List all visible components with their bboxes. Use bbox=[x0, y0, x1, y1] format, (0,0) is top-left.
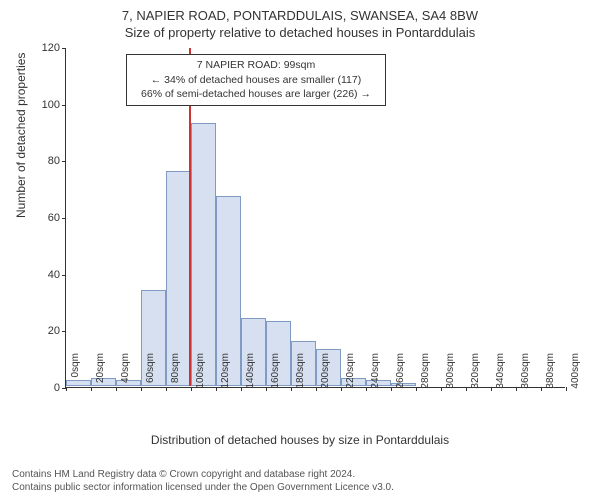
x-tick-label: 400sqm bbox=[570, 353, 581, 393]
x-tick-label: 220sqm bbox=[345, 353, 356, 393]
y-tick-label: 20 bbox=[30, 325, 60, 337]
x-tick-label: 100sqm bbox=[195, 353, 206, 393]
x-tick-mark bbox=[416, 387, 417, 391]
y-tick-label: 100 bbox=[30, 99, 60, 111]
x-tick-mark bbox=[316, 387, 317, 391]
y-tick-mark bbox=[62, 161, 66, 162]
y-axis-title: Number of detached properties bbox=[14, 53, 28, 218]
chart-area: 0204060801001200sqm20sqm40sqm60sqm80sqm1… bbox=[65, 48, 565, 388]
annotation-line2: ← 34% of detached houses are smaller (11… bbox=[133, 73, 379, 88]
y-tick-mark bbox=[62, 105, 66, 106]
x-tick-label: 0sqm bbox=[70, 353, 81, 393]
y-tick-mark bbox=[62, 218, 66, 219]
y-tick-label: 120 bbox=[30, 42, 60, 54]
x-tick-mark bbox=[241, 387, 242, 391]
x-tick-mark bbox=[141, 387, 142, 391]
annotation-line1: 7 NAPIER ROAD: 99sqm bbox=[133, 58, 379, 73]
x-tick-mark bbox=[491, 387, 492, 391]
x-axis-title: Distribution of detached houses by size … bbox=[0, 433, 600, 447]
y-tick-label: 60 bbox=[30, 212, 60, 224]
x-tick-label: 300sqm bbox=[445, 353, 456, 393]
annotation-box: 7 NAPIER ROAD: 99sqm← 34% of detached ho… bbox=[126, 54, 386, 106]
x-tick-label: 240sqm bbox=[370, 353, 381, 393]
x-tick-mark bbox=[391, 387, 392, 391]
x-tick-label: 120sqm bbox=[220, 353, 231, 393]
x-tick-mark bbox=[166, 387, 167, 391]
x-tick-label: 380sqm bbox=[545, 353, 556, 393]
chart-container: 7, NAPIER ROAD, PONTARDDULAIS, SWANSEA, … bbox=[0, 0, 600, 500]
footer-attribution: Contains HM Land Registry data © Crown c… bbox=[12, 468, 394, 494]
histogram-bar bbox=[191, 123, 216, 387]
y-tick-mark bbox=[62, 331, 66, 332]
x-tick-mark bbox=[66, 387, 67, 391]
plot-region: 0204060801001200sqm20sqm40sqm60sqm80sqm1… bbox=[65, 48, 565, 388]
y-tick-label: 0 bbox=[30, 382, 60, 394]
x-tick-label: 80sqm bbox=[170, 353, 181, 393]
y-tick-label: 40 bbox=[30, 269, 60, 281]
footer-line2: Contains public sector information licen… bbox=[12, 481, 394, 494]
title-address: 7, NAPIER ROAD, PONTARDDULAIS, SWANSEA, … bbox=[0, 0, 600, 23]
x-tick-label: 200sqm bbox=[320, 353, 331, 393]
x-tick-mark bbox=[116, 387, 117, 391]
y-tick-label: 80 bbox=[30, 155, 60, 167]
x-tick-mark bbox=[566, 387, 567, 391]
x-tick-label: 140sqm bbox=[245, 353, 256, 393]
footer-line1: Contains HM Land Registry data © Crown c… bbox=[12, 468, 394, 481]
x-tick-label: 260sqm bbox=[395, 353, 406, 393]
x-tick-label: 20sqm bbox=[95, 353, 106, 393]
title-subtitle: Size of property relative to detached ho… bbox=[0, 23, 600, 40]
y-tick-mark bbox=[62, 48, 66, 49]
x-tick-label: 340sqm bbox=[495, 353, 506, 393]
x-tick-label: 180sqm bbox=[295, 353, 306, 393]
x-tick-label: 40sqm bbox=[120, 353, 131, 393]
x-tick-mark bbox=[191, 387, 192, 391]
x-tick-mark bbox=[291, 387, 292, 391]
x-tick-mark bbox=[266, 387, 267, 391]
x-tick-label: 320sqm bbox=[470, 353, 481, 393]
x-tick-mark bbox=[516, 387, 517, 391]
x-tick-mark bbox=[216, 387, 217, 391]
x-tick-mark bbox=[91, 387, 92, 391]
y-tick-mark bbox=[62, 275, 66, 276]
x-tick-mark bbox=[341, 387, 342, 391]
x-tick-label: 60sqm bbox=[145, 353, 156, 393]
x-tick-mark bbox=[466, 387, 467, 391]
x-tick-mark bbox=[366, 387, 367, 391]
x-tick-label: 360sqm bbox=[520, 353, 531, 393]
x-tick-label: 280sqm bbox=[420, 353, 431, 393]
x-tick-mark bbox=[441, 387, 442, 391]
x-tick-label: 160sqm bbox=[270, 353, 281, 393]
annotation-line3: 66% of semi-detached houses are larger (… bbox=[133, 87, 379, 102]
x-tick-mark bbox=[541, 387, 542, 391]
